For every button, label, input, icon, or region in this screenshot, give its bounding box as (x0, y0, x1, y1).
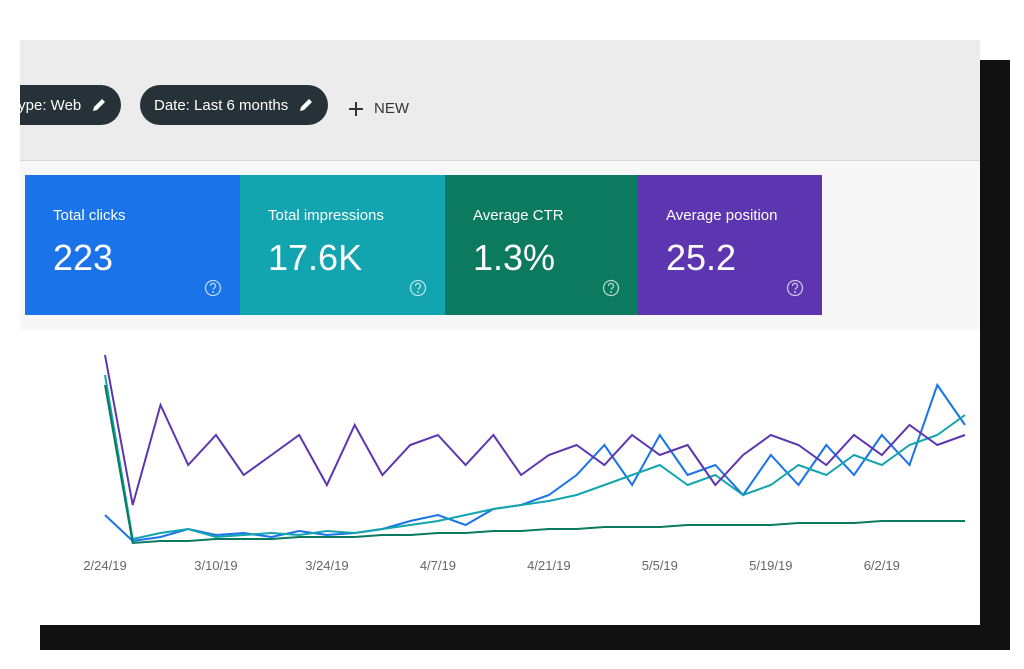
help-icon (204, 279, 222, 297)
metric-value: 1.3% (473, 237, 556, 278)
screen: type: Web Date: Last 6 months NEW Total … (20, 40, 980, 625)
metric-card[interactable]: Total clicks 223 (25, 175, 240, 315)
x-tick-label: 3/10/19 (194, 558, 237, 573)
x-tick-label: 4/21/19 (527, 558, 570, 573)
new-label: NEW (374, 100, 409, 117)
x-tick-label: 5/5/19 (642, 558, 678, 573)
help-icon (786, 279, 804, 297)
series-line (104, 354, 966, 506)
help-icon (409, 279, 427, 297)
chip-label: Date: Last 6 months (154, 96, 289, 114)
edit-icon (300, 99, 313, 111)
new-button[interactable]: NEW (348, 100, 409, 117)
toolbar: type: Web Date: Last 6 months NEW (20, 40, 980, 161)
x-tick-label: 2/24/19 (83, 558, 126, 573)
chip-label: type: Web (20, 96, 82, 114)
filter-chip[interactable]: Date: Last 6 months (140, 85, 329, 125)
metric-value: 223 (53, 237, 114, 278)
series-line (104, 374, 966, 541)
x-tick-label: 3/24/19 (305, 558, 348, 573)
metric-value: 25.2 (666, 237, 737, 278)
plus-icon (349, 101, 363, 116)
filter-chip[interactable]: type: Web (20, 85, 122, 125)
metric-label: Total clicks (53, 207, 126, 224)
x-tick-label: 4/7/19 (420, 558, 456, 573)
x-tick-label: 6/2/19 (864, 558, 900, 573)
chart: 2/24/19 3/10/19 3/24/19 4/7/19 4/21/19 5/5/19… (20, 330, 980, 625)
metric-label: Average CTR (473, 207, 564, 224)
metric-value: 17.6K (268, 237, 363, 278)
help-icon (602, 279, 620, 297)
metric-card[interactable]: Average position 25.2 (638, 175, 822, 315)
series-line (104, 384, 965, 545)
plot-area (20, 330, 980, 625)
metric-label: Average position (666, 207, 778, 224)
metric-label: Total impressions (268, 207, 384, 224)
metric-card[interactable]: Total impressions 17.6K (240, 175, 445, 315)
x-tick-label: 5/19/19 (749, 558, 792, 573)
metric-card[interactable]: Average CTR 1.3% (445, 175, 638, 315)
edit-icon (93, 99, 106, 111)
